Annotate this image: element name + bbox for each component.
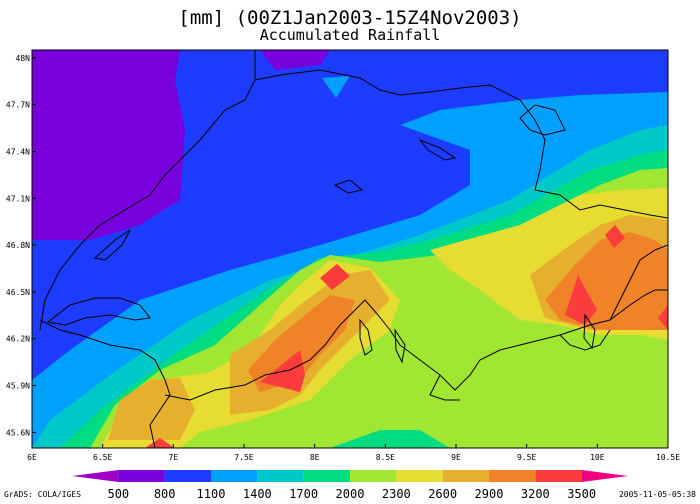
- colorbar-label: 800: [154, 487, 176, 500]
- footer-credit: GrADS: COLA/IGES: [4, 490, 81, 499]
- field-lightblue-patch: [322, 76, 350, 98]
- field-purple-north: [260, 50, 330, 70]
- colorbar-arrow-low: [72, 470, 119, 482]
- y-tick-label: 47.7N: [6, 101, 30, 110]
- field-orange-south: [108, 378, 195, 440]
- colorbar-swatch: [535, 470, 582, 482]
- colorbar-label: 2600: [428, 487, 457, 500]
- title-line1: [mm] (00Z1Jan2003-15Z4Nov2003): [178, 7, 521, 29]
- map-frame: [31, 49, 669, 449]
- colorbar-label: 2000: [336, 487, 365, 500]
- lake-neuchatel: [93, 229, 131, 261]
- colorbar-swatch: [118, 470, 165, 482]
- border-inner-3: [609, 244, 668, 321]
- colorbar-label: 3500: [567, 487, 596, 500]
- lake-maggiore: [359, 318, 373, 356]
- lake-zurich: [418, 138, 457, 161]
- colorbar-swatch: [303, 470, 350, 482]
- colorbar-arrow-high: [581, 470, 628, 482]
- colorbar-label: 1100: [197, 487, 226, 500]
- x-axis: 6E 6.5E 7E 7.5E 8E 8.5E 9E 9.5E 10E 10.5E: [27, 444, 680, 462]
- y-axis: 48N 47.7N 47.4N 47.1N 46.8N 46.5N 46.2N 45.9N 45…: [6, 54, 36, 437]
- y-tick-label: 46.5N: [6, 288, 30, 297]
- lake-garda: [583, 313, 596, 350]
- lake-constance: [519, 104, 566, 136]
- colorbar-swatch: [164, 470, 211, 482]
- colorbar: 500 800 1100 1400 1700 2000 2300 2600 2900 3200 35…: [72, 470, 628, 501]
- colorbar-swatch: [489, 470, 536, 482]
- y-tick-label: 48N: [16, 54, 31, 63]
- footer-timestamp: 2005-11-05-05:38: [619, 490, 696, 499]
- y-tick-label: 47.1N: [6, 194, 30, 203]
- field-red-maximum-4: [605, 225, 625, 248]
- colorbar-label: 1700: [289, 487, 318, 500]
- colorbar-label: 1400: [243, 487, 272, 500]
- y-tick-label: 46.2N: [6, 335, 30, 344]
- lake-geneva: [46, 297, 151, 326]
- x-tick-label: 7.5E: [234, 453, 253, 462]
- field-darkorange-west: [248, 295, 355, 392]
- x-tick-label: 7E: [169, 453, 179, 462]
- field-red-maximum-2: [320, 264, 350, 290]
- field-red-maximum-6: [145, 438, 175, 448]
- colorbar-swatch: [396, 470, 443, 482]
- x-tick-label: 8.5E: [376, 453, 395, 462]
- colorbar-swatch: [211, 470, 258, 482]
- x-tick-label: 6E: [27, 453, 37, 462]
- country-borders: [39, 50, 668, 448]
- x-tick-label: 10.5E: [656, 453, 680, 462]
- x-tick-label: 8E: [310, 453, 320, 462]
- border-inner-2: [559, 329, 611, 351]
- x-tick-label: 10E: [590, 453, 605, 462]
- rainfall-field: [32, 50, 668, 448]
- border-inner-1: [429, 374, 460, 401]
- x-tick-label: 6.5E: [93, 453, 112, 462]
- colorbar-swatch: [350, 470, 397, 482]
- title-line2: Accumulated Rainfall: [260, 26, 441, 44]
- y-tick-label: 45.9N: [6, 382, 30, 391]
- field-purple-northwest: [32, 50, 185, 240]
- x-tick-label: 9.5E: [517, 453, 536, 462]
- lake-como: [394, 328, 406, 364]
- colorbar-swatch: [257, 470, 304, 482]
- border-south: [39, 319, 171, 448]
- colorbar-label: 3200: [521, 487, 550, 500]
- field-red-maximum-5: [658, 305, 668, 330]
- colorbar-swatch: [442, 470, 489, 482]
- lake-lucerne: [333, 179, 364, 194]
- colorbar-label: 500: [107, 487, 129, 500]
- y-tick-label: 45.6N: [6, 428, 30, 437]
- colorbar-label: 2900: [475, 487, 504, 500]
- y-tick-label: 47.4N: [6, 147, 30, 156]
- border-rhine: [254, 69, 668, 219]
- border-outline-north: [39, 50, 256, 331]
- field-red-maximum-3: [565, 275, 597, 325]
- colorbar-label: 2300: [382, 487, 411, 500]
- y-tick-label: 46.8N: [6, 241, 30, 250]
- border-alps: [164, 289, 668, 401]
- x-tick-label: 9E: [451, 453, 461, 462]
